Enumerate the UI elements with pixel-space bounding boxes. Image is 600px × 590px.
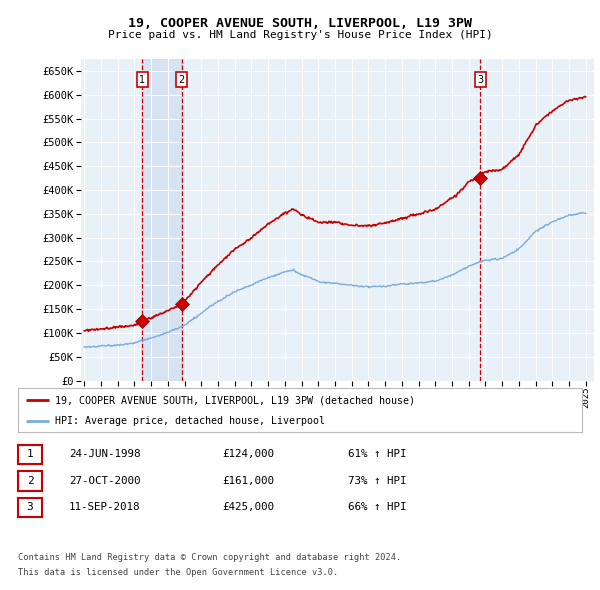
Text: 1: 1 bbox=[139, 75, 146, 85]
Text: 3: 3 bbox=[26, 503, 34, 512]
Text: 2: 2 bbox=[26, 476, 34, 486]
Text: 19, COOPER AVENUE SOUTH, LIVERPOOL, L19 3PW (detached house): 19, COOPER AVENUE SOUTH, LIVERPOOL, L19 … bbox=[55, 395, 415, 405]
Text: Contains HM Land Registry data © Crown copyright and database right 2024.: Contains HM Land Registry data © Crown c… bbox=[18, 553, 401, 562]
Bar bbox=[142, 59, 182, 381]
Text: 61% ↑ HPI: 61% ↑ HPI bbox=[348, 450, 407, 459]
Text: 73% ↑ HPI: 73% ↑ HPI bbox=[348, 476, 407, 486]
Text: This data is licensed under the Open Government Licence v3.0.: This data is licensed under the Open Gov… bbox=[18, 568, 338, 577]
Text: 1: 1 bbox=[26, 450, 34, 459]
Text: 3: 3 bbox=[477, 75, 483, 85]
Text: 66% ↑ HPI: 66% ↑ HPI bbox=[348, 503, 407, 512]
Text: HPI: Average price, detached house, Liverpool: HPI: Average price, detached house, Live… bbox=[55, 416, 325, 426]
Text: 24-JUN-1998: 24-JUN-1998 bbox=[69, 450, 140, 459]
Text: 2: 2 bbox=[178, 75, 185, 85]
Text: £161,000: £161,000 bbox=[222, 476, 274, 486]
Text: 19, COOPER AVENUE SOUTH, LIVERPOOL, L19 3PW: 19, COOPER AVENUE SOUTH, LIVERPOOL, L19 … bbox=[128, 17, 472, 30]
Text: Price paid vs. HM Land Registry's House Price Index (HPI): Price paid vs. HM Land Registry's House … bbox=[107, 31, 493, 40]
Text: £425,000: £425,000 bbox=[222, 503, 274, 512]
Text: 11-SEP-2018: 11-SEP-2018 bbox=[69, 503, 140, 512]
Text: 27-OCT-2000: 27-OCT-2000 bbox=[69, 476, 140, 486]
Text: £124,000: £124,000 bbox=[222, 450, 274, 459]
